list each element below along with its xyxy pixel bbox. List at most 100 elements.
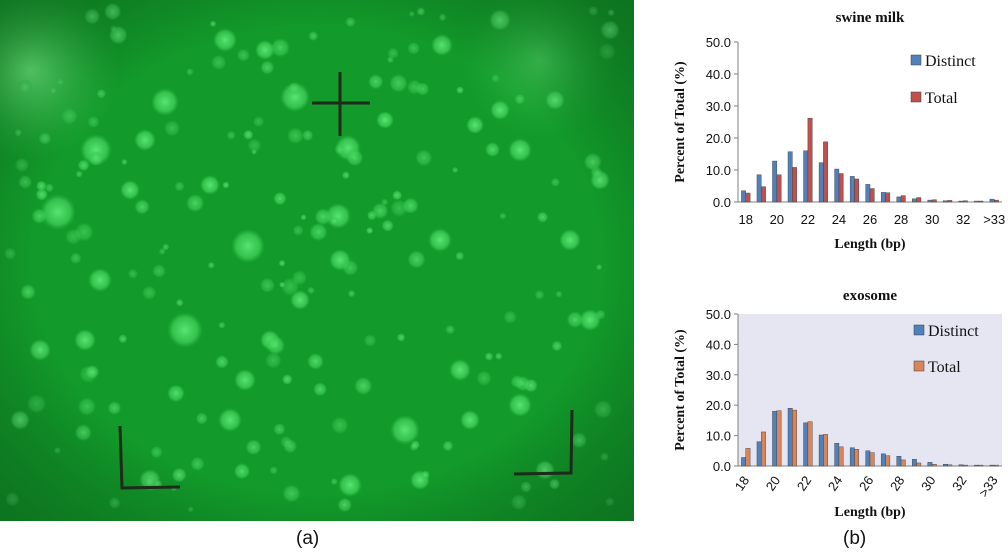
- bar-distinct-29: [912, 198, 917, 203]
- y-tick-label: 30.0: [706, 368, 731, 383]
- bar-distinct-21: [787, 151, 793, 203]
- plot-area-background: [738, 314, 1002, 466]
- bar-total-31: [947, 200, 953, 203]
- bar-total-20: [776, 410, 782, 467]
- x-tick-label: 30: [925, 212, 939, 227]
- legend-swatch-total: [910, 91, 922, 103]
- corner-mark-right: [513, 409, 574, 476]
- legend-label-total: Total: [928, 359, 961, 376]
- x-tick-label: >33: [983, 212, 1005, 227]
- bar-distinct-32: [958, 200, 964, 203]
- bar-distinct-27: [880, 192, 886, 203]
- x-tick-label: 32: [956, 212, 970, 227]
- bar-total-25: [854, 449, 860, 467]
- bar-distinct-18: [741, 457, 746, 467]
- bar-distinct-29: [912, 459, 917, 467]
- y-tick-label: 10.0: [706, 163, 731, 178]
- x-tick-label: 30: [918, 473, 939, 493]
- bar-total-20: [776, 174, 782, 203]
- y-tick-label: 50.0: [706, 307, 731, 322]
- bar-distinct-33: [974, 200, 979, 203]
- bar-total-25: [854, 178, 860, 203]
- legend-swatch-total: [913, 360, 925, 372]
- chart-title: swine milk: [836, 10, 905, 26]
- x-tick-label: 18: [739, 212, 753, 227]
- bar-total-30: [931, 463, 937, 467]
- swine-milk-chart: swine milk 0.0 10.0 20.0 30.0 40.0 50.0 18 20 22 2…: [673, 10, 1005, 252]
- bar-distinct-20: [772, 160, 778, 203]
- bar-distinct-28: [896, 196, 902, 203]
- bar-distinct-24: [834, 168, 840, 203]
- y-tick-label: 20.0: [706, 131, 731, 146]
- x-tick-label: 20: [763, 473, 784, 493]
- fluorescence-micrograph: [0, 0, 634, 521]
- bar-distinct-31: [943, 200, 948, 203]
- x-tick-label: 20: [770, 212, 784, 227]
- bar-total-23: [823, 141, 828, 203]
- legend-swatch-distinct: [913, 324, 925, 336]
- bar-total-28: [900, 459, 906, 467]
- bar-total-32: [962, 464, 968, 467]
- bar-total-30: [931, 199, 937, 203]
- bar-total-31: [947, 464, 953, 467]
- x-tick-label: 28: [894, 212, 908, 227]
- x-tick-label: 22: [794, 473, 815, 493]
- x-tick-label: 18: [732, 473, 753, 493]
- x-tick-label: 28: [887, 473, 908, 493]
- x-tick-label: 32: [949, 473, 970, 493]
- bar-distinct-24: [834, 442, 840, 467]
- x-tick-label: 24: [832, 212, 846, 227]
- bar-distinct-28: [896, 456, 902, 467]
- bar-distinct-21: [787, 408, 793, 467]
- bar-distinct-20: [772, 411, 778, 467]
- bar-total-26: [869, 188, 875, 203]
- y-axis-title: Percent of Total (%): [673, 329, 688, 451]
- y-axis-title: Percent of Total (%): [673, 61, 688, 183]
- bar-distinct-33: [974, 464, 979, 467]
- bar-total-22: [807, 117, 813, 203]
- bar-distinct-32: [958, 464, 964, 467]
- x-axis-title: Length (bp): [834, 505, 906, 520]
- bar-total-27: [885, 192, 891, 203]
- corner-mark-left: [118, 425, 181, 490]
- x-tick-label: 22: [801, 212, 815, 227]
- bar-total-19: [761, 431, 766, 467]
- crosshair-mark: [312, 72, 370, 136]
- vignette-overlay: [0, 0, 634, 521]
- bar-total-22: [807, 421, 813, 467]
- x-tick-label: >33: [976, 473, 1001, 500]
- bar-total-33: [978, 200, 984, 203]
- bar-distinct-19: [756, 174, 762, 203]
- bar-distinct-30: [927, 199, 933, 203]
- legend-label-distinct: Distinct: [928, 323, 979, 340]
- bar-total-gt33: [994, 464, 999, 467]
- x-tick-label: 26: [863, 212, 877, 227]
- bar-total-18: [745, 448, 751, 467]
- bar-total-29: [916, 462, 922, 467]
- bar-total-24: [838, 446, 844, 467]
- bar-distinct-22: [803, 422, 809, 467]
- y-tick-label: 50.0: [706, 35, 731, 50]
- panel-label-b: (b): [843, 528, 867, 549]
- chart-title: exosome: [843, 288, 897, 304]
- bar-distinct-gt33: [989, 198, 995, 203]
- bar-total-29: [916, 197, 922, 203]
- y-tick-label: 0.0: [713, 459, 731, 474]
- bar-distinct-27: [880, 453, 886, 467]
- y-tick-label: 40.0: [706, 67, 731, 82]
- bar-total-23: [823, 434, 828, 467]
- y-tick-label: 30.0: [706, 99, 731, 114]
- bar-total-33: [978, 464, 984, 467]
- x-axis-title: Length (bp): [834, 237, 906, 252]
- bar-distinct-26: [865, 184, 871, 203]
- bar-distinct-25: [849, 176, 855, 203]
- legend-label-distinct: Distinct: [925, 53, 976, 70]
- y-tick-label: 0.0: [713, 195, 731, 210]
- bar-distinct-30: [927, 462, 933, 467]
- bar-distinct-26: [865, 450, 871, 467]
- x-tick-label: 24: [825, 473, 846, 493]
- bar-total-18: [745, 192, 751, 203]
- legend-label-total: Total: [925, 90, 958, 107]
- panel-label-a: (a): [296, 528, 320, 549]
- bar-distinct-25: [849, 447, 855, 467]
